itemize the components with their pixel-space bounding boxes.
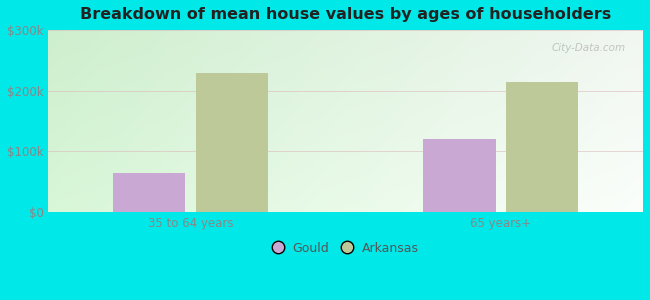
Title: Breakdown of mean house values by ages of householders: Breakdown of mean house values by ages o… <box>80 7 612 22</box>
Bar <box>423 139 496 212</box>
Bar <box>506 82 578 212</box>
Text: City-Data.com: City-Data.com <box>551 43 625 53</box>
Bar <box>196 73 268 212</box>
Legend: Gould, Arkansas: Gould, Arkansas <box>268 237 424 260</box>
Bar <box>113 172 185 212</box>
